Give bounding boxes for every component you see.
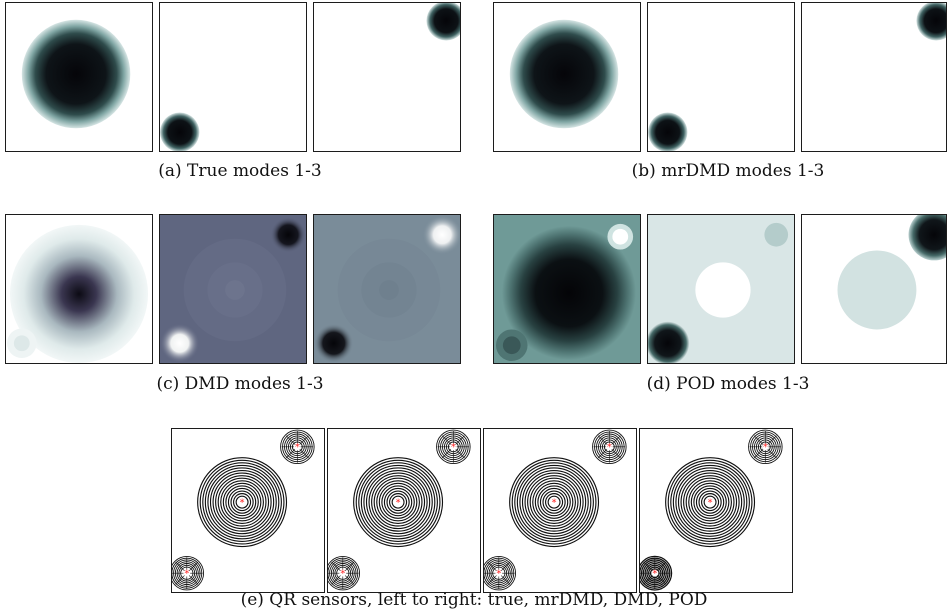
- svg-text:*: *: [184, 568, 189, 579]
- true-mode-1: [5, 2, 153, 152]
- svg-text:*: *: [240, 497, 245, 508]
- svg-text:*: *: [295, 442, 300, 453]
- caption-a: (a) True modes 1-3: [158, 161, 322, 181]
- mrdmd-mode-3: [801, 2, 947, 152]
- caption-c: (c) DMD modes 1-3: [156, 374, 324, 394]
- qr-sensor-panel-dmd: * * *: [483, 428, 637, 593]
- caption-b: (b) mrDMD modes 1-3: [631, 161, 825, 181]
- true-mode-3: [313, 2, 461, 152]
- pod-mode-3: [801, 214, 947, 364]
- dmd-mode-3: [313, 214, 461, 364]
- mrdmd-mode-1: [493, 2, 641, 152]
- sensor-marker-upper-right: *: [605, 442, 613, 453]
- sensor-marker-center: *: [394, 497, 402, 508]
- sensor-marker-upper-right: *: [449, 442, 457, 453]
- pod-mode-2: [647, 214, 795, 364]
- pod-mode-1: [493, 214, 641, 364]
- sensor-marker-center: *: [550, 497, 558, 508]
- caption-e: (e) QR sensors, left to right: true, mrD…: [240, 590, 708, 610]
- sensor-marker-lower-left: *: [339, 568, 347, 579]
- svg-text:*: *: [763, 442, 768, 453]
- svg-text:*: *: [708, 497, 713, 508]
- qr-sensor-panel-true: * * *: [171, 428, 325, 593]
- dmd-mode-1: [5, 214, 153, 364]
- sensor-marker-lower-left: *: [183, 568, 191, 579]
- svg-text:*: *: [552, 497, 557, 508]
- svg-text:*: *: [340, 568, 345, 579]
- dmd-mode-2: [159, 214, 307, 364]
- qr-sensor-panel-pod: * * *: [639, 428, 793, 593]
- sensor-marker-center: *: [238, 497, 246, 508]
- svg-text:*: *: [451, 442, 456, 453]
- svg-text:*: *: [396, 497, 401, 508]
- qr-sensor-panel-mrdmd: * * *: [327, 428, 481, 593]
- sensor-marker-upper-right: *: [761, 442, 769, 453]
- sensor-marker-upper-right: *: [293, 442, 301, 453]
- mrdmd-mode-2: [647, 2, 795, 152]
- svg-text:*: *: [496, 568, 501, 579]
- caption-d: (d) POD modes 1-3: [646, 374, 810, 394]
- true-mode-2: [159, 2, 307, 152]
- sensor-marker-center: *: [706, 497, 714, 508]
- svg-text:*: *: [607, 442, 612, 453]
- sensor-marker-lower-left: *: [651, 568, 659, 579]
- sensor-marker-lower-left: *: [495, 568, 503, 579]
- svg-text:*: *: [652, 568, 657, 579]
